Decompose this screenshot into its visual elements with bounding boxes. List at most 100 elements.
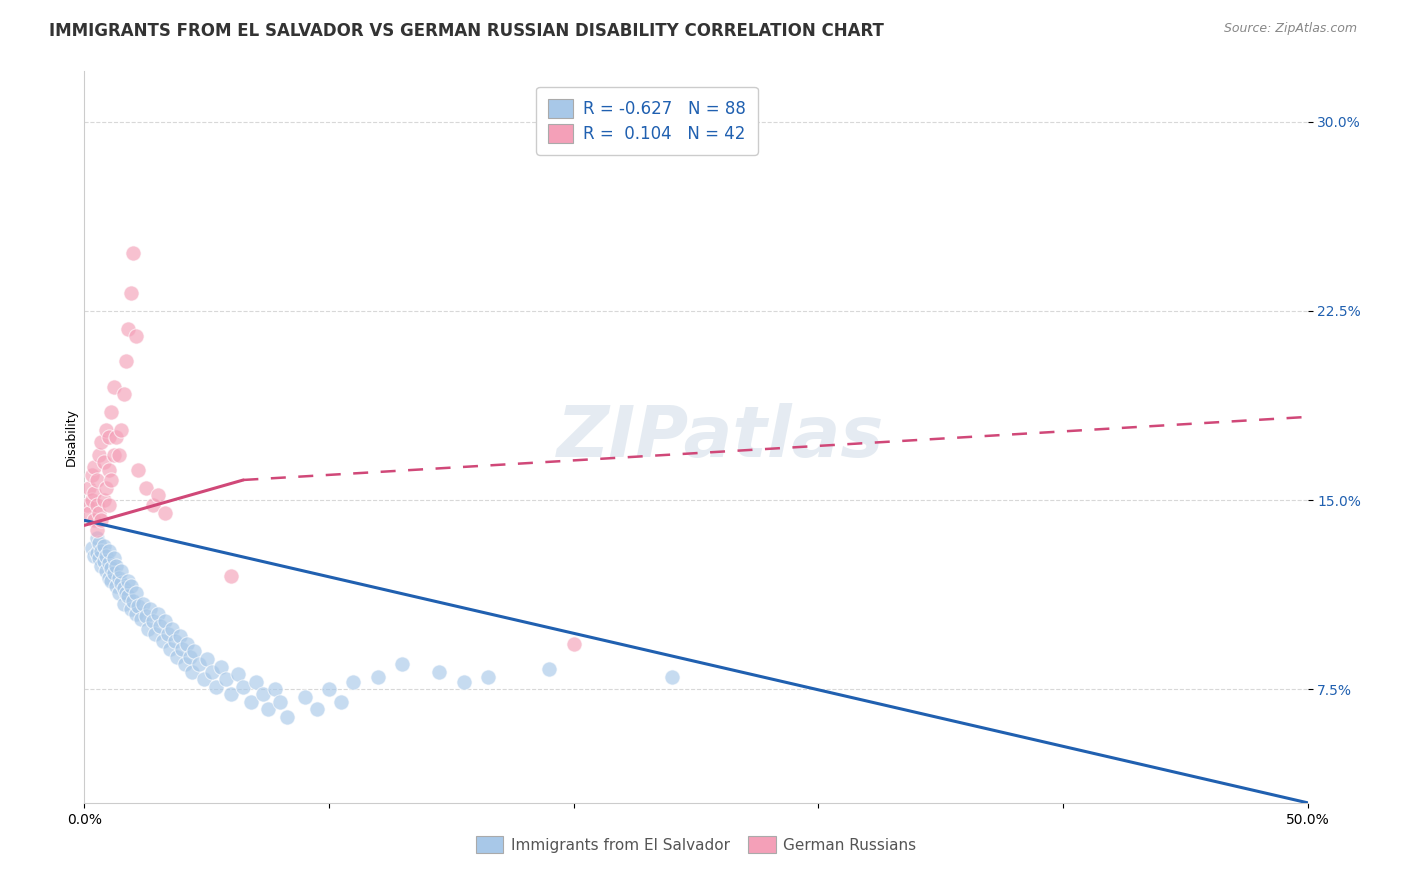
Point — [269, 695, 291, 709]
Point — [264, 682, 287, 697]
Point — [232, 680, 254, 694]
Point — [97, 571, 120, 585]
Point — [90, 513, 112, 527]
Point — [112, 387, 135, 401]
Point — [181, 665, 204, 679]
Point — [105, 430, 128, 444]
Point — [367, 670, 389, 684]
Y-axis label: Disability: Disability — [65, 408, 77, 467]
Point — [305, 702, 328, 716]
Point — [163, 634, 186, 648]
Point — [90, 558, 112, 573]
Point — [83, 485, 105, 500]
Point — [83, 549, 105, 563]
Point — [77, 506, 100, 520]
Point — [149, 619, 172, 633]
Point — [122, 594, 145, 608]
Point — [97, 556, 120, 570]
Point — [159, 642, 181, 657]
Point — [76, 498, 98, 512]
Text: IMMIGRANTS FROM EL SALVADOR VS GERMAN RUSSIAN DISABILITY CORRELATION CHART: IMMIGRANTS FROM EL SALVADOR VS GERMAN RU… — [49, 22, 884, 40]
Point — [143, 627, 166, 641]
Point — [90, 435, 112, 450]
Point — [100, 405, 122, 419]
Point — [87, 536, 110, 550]
Point — [661, 670, 683, 684]
Point — [127, 599, 149, 613]
Point — [103, 551, 125, 566]
Point — [294, 690, 316, 704]
Point — [110, 423, 132, 437]
Point — [132, 597, 155, 611]
Point — [228, 667, 250, 681]
Point — [153, 506, 176, 520]
Point — [96, 564, 118, 578]
Point — [257, 702, 280, 716]
Point — [209, 659, 232, 673]
Point — [152, 634, 174, 648]
Point — [80, 493, 103, 508]
Point — [166, 649, 188, 664]
Point — [93, 539, 115, 553]
Point — [129, 612, 152, 626]
Point — [117, 589, 139, 603]
Point — [179, 649, 201, 664]
Point — [453, 674, 475, 689]
Point — [87, 551, 110, 566]
Point — [142, 614, 165, 628]
Point — [107, 571, 129, 585]
Point — [80, 541, 103, 555]
Point — [139, 601, 162, 615]
Point — [342, 674, 364, 689]
Text: ZIPatlas: ZIPatlas — [557, 402, 884, 472]
Point — [120, 286, 142, 301]
Text: Source: ZipAtlas.com: Source: ZipAtlas.com — [1223, 22, 1357, 36]
Point — [120, 601, 142, 615]
Point — [252, 687, 274, 701]
Point — [172, 642, 194, 657]
Point — [195, 652, 218, 666]
Point — [103, 379, 125, 393]
Point — [122, 246, 145, 260]
Point — [97, 463, 120, 477]
Point — [93, 455, 115, 469]
Point — [93, 554, 115, 568]
Point — [93, 493, 115, 508]
Point — [90, 543, 112, 558]
Point — [135, 609, 157, 624]
Point — [107, 586, 129, 600]
Point — [391, 657, 413, 671]
Point — [215, 672, 238, 686]
Point — [96, 481, 118, 495]
Point — [146, 607, 169, 621]
Point — [115, 586, 138, 600]
Point — [112, 597, 135, 611]
Point — [97, 430, 120, 444]
Point — [135, 481, 157, 495]
Point — [125, 329, 148, 343]
Point — [162, 622, 184, 636]
Point — [86, 498, 108, 512]
Point — [115, 354, 138, 368]
Point — [183, 644, 205, 658]
Point — [110, 576, 132, 591]
Point — [110, 564, 132, 578]
Point — [117, 574, 139, 588]
Point — [100, 574, 122, 588]
Point — [146, 488, 169, 502]
Point — [96, 423, 118, 437]
Point — [87, 448, 110, 462]
Point — [205, 680, 228, 694]
Point — [86, 546, 108, 560]
Point — [176, 637, 198, 651]
Point — [125, 607, 148, 621]
Point — [125, 586, 148, 600]
Point — [86, 531, 108, 545]
Point — [200, 665, 222, 679]
Point — [112, 582, 135, 596]
Point — [156, 627, 179, 641]
Point — [117, 321, 139, 335]
Point — [120, 579, 142, 593]
Point — [83, 513, 105, 527]
Point — [103, 566, 125, 581]
